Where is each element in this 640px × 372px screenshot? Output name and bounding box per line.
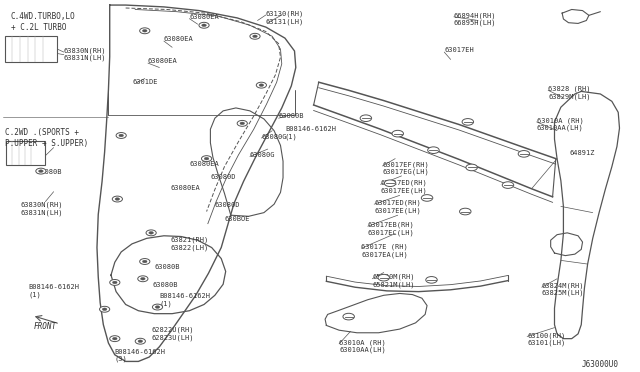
Text: 63824M(RH)
63825M(LH): 63824M(RH) 63825M(LH) [541,282,584,296]
Text: 63080EA: 63080EA [164,36,194,42]
Circle shape [102,308,107,311]
Circle shape [462,119,474,125]
Text: C.4WD.TURBO,LO
+ C.2L TURBO: C.4WD.TURBO,LO + C.2L TURBO [11,12,76,32]
Circle shape [360,115,372,122]
Text: 63080B: 63080B [36,169,62,174]
Circle shape [237,121,247,126]
Text: 63080B: 63080B [278,113,304,119]
Bar [4,36,57,62]
Text: 63080D: 63080D [215,202,241,208]
Text: B08146-6162H
(1): B08146-6162H (1) [28,284,79,298]
Text: 63080EA: 63080EA [189,14,219,20]
Circle shape [250,33,260,39]
Circle shape [100,306,109,312]
Circle shape [138,340,143,343]
Circle shape [502,182,514,188]
Circle shape [460,208,471,215]
Text: 63080G: 63080G [250,152,275,158]
Circle shape [156,306,160,308]
Circle shape [143,29,147,32]
Text: 63830N(RH)
63831N(LH): 63830N(RH) 63831N(LH) [64,47,106,61]
Text: 63010A (RH)
63010AA(LH): 63010A (RH) 63010AA(LH) [339,339,386,353]
Text: B08146-6162H
(1): B08146-6162H (1) [285,126,336,140]
Circle shape [113,337,117,340]
Circle shape [112,196,122,202]
Circle shape [36,168,46,174]
Text: 63821(RH)
63822(LH): 63821(RH) 63822(LH) [170,237,209,250]
Circle shape [141,278,145,280]
Text: 63080G: 63080G [261,134,287,140]
Text: 63017E (RH)
63017EA(LH): 63017E (RH) 63017EA(LH) [362,244,408,258]
Circle shape [143,260,147,263]
Text: 63010A (RH)
63010AA(LH): 63010A (RH) 63010AA(LH) [537,117,584,131]
Circle shape [343,313,355,320]
Circle shape [202,156,212,161]
Text: 63080EA: 63080EA [189,161,219,167]
Text: 66894H(RH)
66895H(LH): 66894H(RH) 66895H(LH) [454,12,496,26]
Text: 630BOE: 630BOE [225,216,250,222]
Text: FRONT: FRONT [33,322,56,331]
Circle shape [518,151,530,157]
Text: 62822U(RH)
62823U(LH): 62822U(RH) 62823U(LH) [151,327,194,340]
Circle shape [253,35,257,38]
Circle shape [152,304,163,310]
Circle shape [140,28,150,34]
Circle shape [421,195,433,201]
Circle shape [256,82,266,88]
Circle shape [385,180,396,186]
Bar [6,141,45,165]
Circle shape [202,24,206,26]
Circle shape [109,279,120,285]
Text: 63017ED(RH)
63017EE(LH): 63017ED(RH) 63017EE(LH) [381,180,428,193]
Text: 65820M(RH)
65821M(LH): 65820M(RH) 65821M(LH) [372,274,415,288]
Text: 63080B: 63080B [154,264,180,270]
Circle shape [135,338,145,344]
Circle shape [466,164,477,171]
Circle shape [259,84,264,86]
Circle shape [146,230,156,236]
Text: B08146-6162H
(1): B08146-6162H (1) [159,294,211,307]
Text: 63080EA: 63080EA [170,185,200,191]
Circle shape [115,198,120,201]
Text: 63017EF(RH)
63017EG(LH): 63017EF(RH) 63017EG(LH) [383,161,429,175]
Circle shape [426,276,437,283]
Text: 63100(RH)
63101(LH): 63100(RH) 63101(LH) [527,332,565,346]
Text: 63080B: 63080B [152,282,178,288]
Circle shape [113,281,117,284]
Circle shape [109,336,120,341]
Circle shape [428,147,439,154]
Text: 63830N(RH)
63831N(LH): 63830N(RH) 63831N(LH) [20,202,63,216]
Circle shape [240,122,244,125]
Text: 64891Z: 64891Z [570,150,595,156]
Circle shape [204,157,209,160]
Text: 63017EB(RH)
63017EC(LH): 63017EB(RH) 63017EC(LH) [368,222,415,236]
Text: J63000U0: J63000U0 [581,360,618,369]
Text: B08146-6162H
(3): B08146-6162H (3) [115,349,166,362]
Text: 63130(RH)
63131(LH): 63130(RH) 63131(LH) [266,10,304,25]
Circle shape [199,22,209,28]
Circle shape [119,134,124,137]
Text: C.2WD .(SPORTS +
P.UPPER + S.UPPER): C.2WD .(SPORTS + P.UPPER + S.UPPER) [4,128,88,148]
Text: 63080EA: 63080EA [148,58,178,64]
Text: 63017ED(RH)
63017EE(LH): 63017ED(RH) 63017EE(LH) [374,200,421,214]
Text: 63828 (RH)
63829M(LH): 63828 (RH) 63829M(LH) [548,86,591,100]
Circle shape [378,275,390,281]
Circle shape [138,276,148,282]
Circle shape [140,259,150,264]
Circle shape [116,132,126,138]
Circle shape [38,170,43,173]
Text: 63017EH: 63017EH [444,47,474,53]
Text: 63080D: 63080D [211,174,236,180]
Circle shape [392,130,403,137]
Circle shape [149,231,154,234]
Text: 6301DE: 6301DE [132,78,157,84]
